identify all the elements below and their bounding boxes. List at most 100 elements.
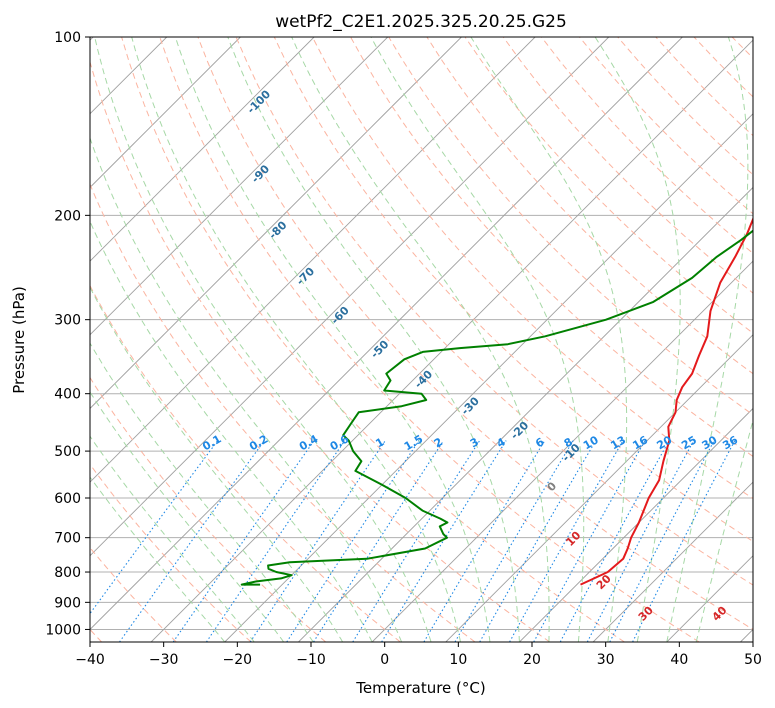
isotherm-line (666, 555, 753, 642)
isotherm-line (224, 113, 753, 642)
dry-adiabat-label: -80 (266, 218, 289, 241)
dry-adiabat-line (388, 37, 753, 416)
moist-adiabat-line (594, 37, 681, 642)
isotherm-line (90, 37, 536, 483)
dry-adiabats (90, 37, 775, 642)
mixing-ratio-label: 1.5 (402, 432, 425, 453)
y-tick-label: 100 (54, 30, 81, 46)
dry-adiabat-line (273, 37, 753, 543)
pressure-gridlines (90, 37, 753, 630)
mixing-ratio-line (90, 440, 219, 615)
mixing-ratio-label: 30 (700, 433, 720, 452)
mixing-ratio-line (352, 440, 481, 642)
dry-adiabat-label: -40 (412, 367, 435, 390)
moist-adiabat-line (90, 286, 344, 642)
dry-adiabat-label: 20 (594, 572, 614, 592)
x-tick-label: 10 (449, 652, 467, 668)
x-tick-label: −10 (296, 652, 326, 668)
dry-adiabat-label: -50 (368, 338, 391, 361)
dry-adiabat-line (464, 37, 753, 334)
isotherm-line (90, 37, 610, 557)
y-tick-label: 600 (54, 491, 81, 507)
mixing-ratio-label: 3 (468, 435, 481, 450)
moist-adiabat-line (90, 435, 255, 642)
y-tick-label: 400 (54, 387, 81, 403)
x-tick-label: 50 (744, 652, 762, 668)
mixing-ratio-label: 2 (432, 435, 445, 450)
y-tick-label: 1000 (45, 622, 81, 638)
mixing-ratio-line (454, 440, 574, 642)
x-tick-label: 40 (670, 652, 688, 668)
moist-adiabat-line (695, 418, 753, 642)
sounding-profiles (240, 216, 753, 586)
isotherm-line (90, 37, 389, 336)
isotherm-line (90, 37, 241, 189)
dry-adiabat-label: -90 (249, 162, 272, 185)
mixing-ratio-label: 6 (533, 435, 546, 450)
mixing-ratio-label: 20 (655, 433, 675, 452)
dry-adiabat-line (159, 37, 700, 642)
mixing-ratio-labels: 0.1 0.2 0.4 0.6 1 1.5 2 3 4 6 8 10 13 16 20 25 30 36 (200, 432, 740, 453)
isotherm-line (445, 334, 753, 642)
mixing-ratio-line (249, 440, 386, 642)
dry-adiabat-line (90, 376, 327, 642)
moist-adiabat-line (666, 37, 749, 642)
temperature-profile-line (580, 216, 753, 586)
mixing-ratio-line (479, 440, 597, 642)
dry-adiabat-label: 10 (563, 529, 583, 549)
dry-adiabat-label: -100 (245, 87, 274, 116)
moist-adiabat-line (174, 37, 491, 642)
skewed-isotherms (90, 37, 753, 642)
y-axis-label: Pressure (hPa) (10, 286, 28, 394)
mixing-ratio-line (632, 440, 736, 642)
moist-adiabat-line (94, 37, 432, 642)
moist-adiabat-line (470, 37, 628, 642)
isotherm-line (592, 481, 753, 642)
dry-adiabat-line (90, 60, 551, 642)
dry-adiabat-label: 0 (545, 479, 560, 494)
mixing-ratio-label: 1 (373, 435, 386, 450)
dry-adiabat-label: -60 (329, 304, 352, 327)
mixing-ratio-line (313, 440, 445, 642)
mixing-ratio-label: 0.6 (328, 432, 352, 453)
dry-adiabat-line (197, 37, 753, 630)
x-tick-label: 0 (380, 652, 389, 668)
dry-adiabat-line (770, 37, 775, 642)
mixing-ratio-line (533, 440, 646, 642)
y-tick-label: 900 (54, 595, 81, 611)
mixing-ratio-lines (90, 440, 736, 642)
y-tick-label: 200 (54, 208, 81, 224)
mixing-ratio-line (423, 440, 546, 642)
moist-adiabat-line (370, 37, 585, 642)
isotherm-line (519, 407, 753, 642)
y-tick-label: 500 (54, 444, 81, 460)
x-tick-label: −40 (75, 652, 105, 668)
dry-adiabat-line (502, 37, 753, 294)
moist-adiabat-line (90, 136, 403, 642)
isotherm-line (371, 260, 753, 642)
dry-adiabat-line (90, 463, 252, 642)
dry-adiabat-line (617, 37, 753, 176)
dry-adiabat-line (235, 37, 753, 586)
y-tick-label: 700 (54, 531, 81, 547)
mixing-ratio-label: 4 (494, 435, 507, 450)
moist-adiabat-line (90, 391, 285, 642)
moist-adiabats (90, 37, 753, 642)
x-axis: −40 −30 −20 −10 0 10 20 30 40 50 (75, 642, 762, 668)
dry-adiabat-label: 30 (636, 603, 656, 623)
moist-adiabat-line (90, 220, 373, 642)
dry-adiabat-line (311, 37, 753, 500)
dry-adiabat-label: -30 (459, 394, 482, 417)
plot-area: 0.1 0.2 0.4 0.6 1 1.5 2 3 4 6 8 10 13 16 20 25 30 36 -100… (90, 37, 775, 642)
x-tick-label: 20 (523, 652, 541, 668)
mixing-ratio-label: 0.2 (247, 432, 270, 453)
mixing-ratio-label: 0.1 (200, 432, 223, 453)
y-tick-label: 300 (54, 313, 81, 329)
mixing-ratio-line (381, 440, 507, 642)
plot-frame (89, 36, 754, 643)
mixing-ratio-line (119, 440, 265, 642)
mixing-ratio-label: 16 (630, 433, 650, 452)
y-tick-label: 800 (54, 565, 81, 581)
x-axis-label: Temperature (°C) (355, 679, 485, 697)
dewpoint-profile-line (240, 229, 753, 586)
